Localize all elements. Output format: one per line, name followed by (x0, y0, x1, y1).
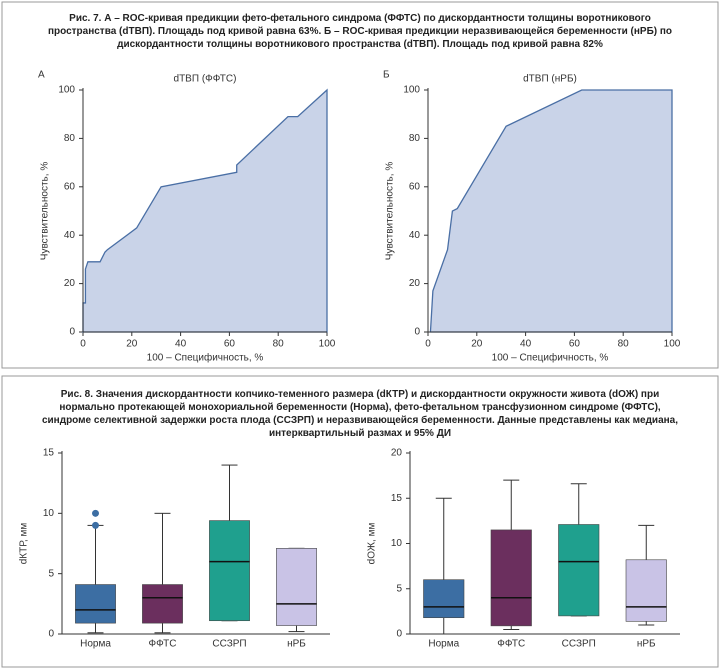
y-axis-title: dКТР, мм (19, 523, 30, 565)
outlier (92, 521, 99, 529)
y-tick-label: 100 (58, 85, 75, 96)
panel-border (1, 375, 719, 668)
y-tick-label: 80 (64, 133, 76, 144)
y-tick-label: 20 (409, 278, 421, 289)
y-axis-title: Чувствительность, % (385, 162, 396, 261)
x-tick-label: 40 (520, 339, 532, 350)
y-tick-label: 0 (69, 327, 75, 338)
x-axis-title: 100 – Специфичность, % (492, 352, 609, 364)
x-tick-label: 20 (126, 339, 138, 350)
x-tick-label: ФФТС (497, 639, 525, 650)
x-tick-label: 40 (175, 339, 187, 350)
x-tick-label: 60 (569, 339, 581, 350)
x-tick-label: ФФТС (149, 639, 177, 650)
y-tick-label: 15 (391, 493, 403, 504)
outlier (92, 509, 99, 517)
y-axis-title: dОЖ, мм (367, 523, 378, 565)
y-tick-label: 100 (403, 85, 420, 96)
x-tick-label: 0 (425, 339, 431, 350)
roc-area (82, 88, 328, 333)
x-tick-label: ССЗРП (562, 639, 596, 650)
panel-border (1, 1, 719, 369)
figure-caption: Рис. 8. Значения дискордантности копчико… (41, 389, 679, 439)
y-tick-label: 0 (414, 327, 420, 338)
y-tick-label: 20 (64, 278, 76, 289)
box (75, 584, 116, 624)
panel-label: А (38, 70, 45, 81)
y-tick-label: 10 (391, 538, 403, 549)
y-axis-title: Чувствительность, % (40, 162, 51, 261)
y-tick-label: 60 (409, 181, 421, 192)
y-tick-label: 5 (48, 568, 54, 579)
box (423, 579, 465, 619)
y-tick-label: 0 (396, 629, 402, 640)
y-tick-label: 40 (409, 230, 421, 241)
y-tick-label: 15 (43, 448, 55, 459)
y-tick-label: 80 (409, 133, 421, 144)
box (625, 559, 667, 622)
y-tick-label: 60 (64, 181, 76, 192)
x-tick-label: нРБ (287, 639, 306, 650)
x-tick-label: Норма (428, 639, 459, 650)
box (142, 584, 183, 624)
x-tick-label: 60 (224, 339, 236, 350)
y-tick-label: 10 (43, 508, 55, 519)
x-tick-label: 20 (471, 339, 483, 350)
x-tick-label: 0 (80, 339, 86, 350)
box (490, 529, 532, 627)
x-axis-title: 100 – Специфичность, % (147, 352, 264, 364)
y-tick-label: 20 (391, 448, 403, 459)
y-tick-label: 0 (48, 629, 54, 640)
chart-title: dТВП (ФФТС) (174, 74, 237, 85)
panel-label: Б (383, 70, 390, 81)
y-tick-label: 5 (396, 583, 402, 594)
x-tick-label: 100 (319, 339, 336, 350)
box (209, 520, 250, 622)
chart-title: dТВП (нРБ) (523, 74, 577, 85)
y-tick-label: 40 (64, 230, 76, 241)
figure-caption: Рис. 7. А – ROC-кривая предикции фето-фе… (47, 13, 673, 50)
x-tick-label: 80 (273, 339, 285, 350)
roc-area (429, 89, 673, 333)
x-tick-label: нРБ (637, 639, 656, 650)
x-tick-label: 80 (618, 339, 630, 350)
x-tick-label: 100 (664, 339, 681, 350)
x-tick-label: Норма (80, 639, 111, 650)
x-tick-label: ССЗРП (212, 639, 246, 650)
box (558, 524, 600, 617)
box (276, 548, 317, 626)
